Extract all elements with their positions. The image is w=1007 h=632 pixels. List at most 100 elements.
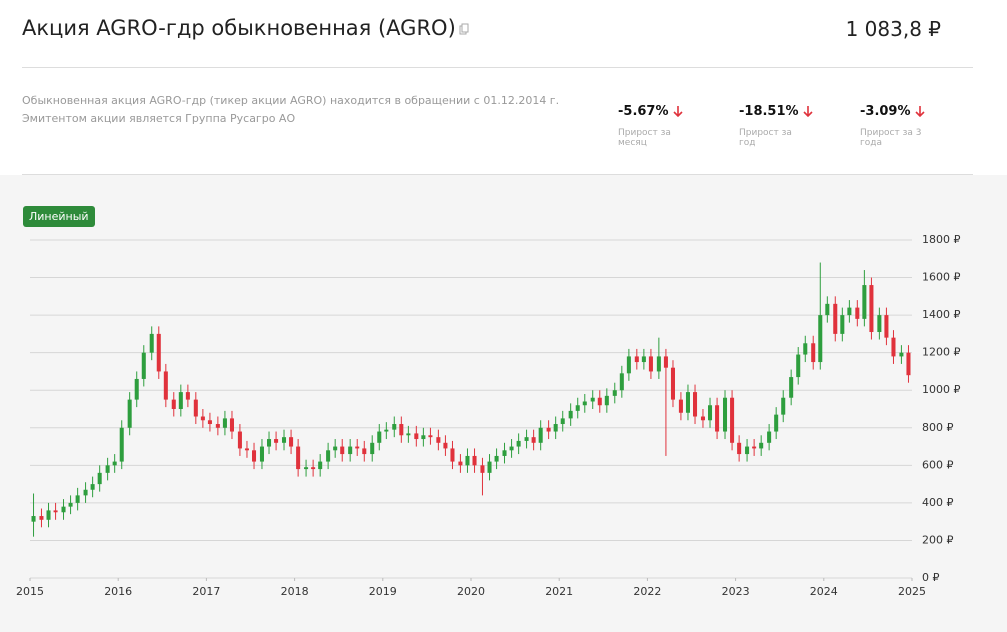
- chart-background: [0, 175, 1007, 632]
- x-tick-label: 2022: [633, 585, 661, 598]
- candle-body: [634, 356, 639, 363]
- candle-body: [575, 405, 580, 411]
- candle-body: [436, 437, 441, 443]
- candle-body: [524, 437, 529, 441]
- candle-body: [97, 472, 102, 485]
- candle-body: [229, 418, 234, 432]
- divider: [22, 174, 973, 175]
- candle-body: [906, 352, 911, 376]
- y-tick-label: 1800 ₽: [922, 233, 961, 246]
- candle-body: [31, 516, 36, 522]
- candle-body: [568, 410, 573, 419]
- description-line: Эмитентом акции является Группа Русагро …: [22, 112, 296, 125]
- candle-body: [811, 343, 816, 363]
- y-tick-label: 1600 ₽: [922, 271, 961, 284]
- stat-value: -18.51%: [739, 104, 839, 119]
- candle-body: [781, 397, 786, 415]
- divider: [22, 67, 973, 68]
- candle-body: [789, 377, 794, 398]
- candle-body: [75, 495, 80, 503]
- candle-body: [884, 315, 889, 338]
- candle-body: [259, 446, 264, 462]
- candle-body: [774, 414, 779, 432]
- candle-body: [377, 431, 382, 443]
- y-tick-label: 0 ₽: [922, 571, 940, 584]
- x-tick-label: 2017: [192, 585, 220, 598]
- candle-body: [267, 439, 272, 447]
- candle-body: [61, 506, 66, 513]
- stat-label: Прирост за 3 года: [860, 128, 922, 148]
- candle-body: [46, 510, 51, 520]
- candle-body: [759, 442, 764, 449]
- candle-body: [134, 378, 139, 400]
- candle-body: [648, 356, 653, 372]
- candle-body: [304, 467, 309, 470]
- candle-body: [326, 450, 331, 462]
- candle-body: [604, 395, 609, 406]
- candle-body: [693, 392, 698, 417]
- candle-body: [502, 450, 507, 456]
- candle-body: [39, 516, 44, 520]
- candle-body: [399, 424, 404, 436]
- candle-body: [244, 448, 249, 451]
- candle-body: [494, 455, 499, 462]
- down-arrow: [914, 106, 925, 118]
- candle-body: [149, 333, 154, 353]
- candle-body: [178, 392, 183, 409]
- candle-body: [333, 446, 338, 451]
- chart-type-button[interactable]: Линейный: [23, 206, 95, 227]
- x-tick-label: 2020: [457, 585, 485, 598]
- candle-body: [296, 446, 301, 470]
- stat-number: -18.51%: [739, 104, 799, 119]
- candle-body: [656, 356, 661, 372]
- candle-body: [582, 401, 587, 406]
- copy-icon[interactable]: [459, 23, 469, 36]
- candle-body: [516, 440, 521, 447]
- candle-body: [450, 448, 455, 462]
- candle-body: [509, 446, 514, 451]
- candle-body: [619, 373, 624, 391]
- y-tick-label: 400 ₽: [922, 496, 954, 509]
- candle-body: [796, 354, 801, 378]
- candle-body: [193, 399, 198, 417]
- chart: 0 ₽ 200 ₽ 400 ₽ 600 ₽ 800 ₽ 1000 ₽ 1200 ₽ 1400 …: [16, 233, 961, 598]
- candle-body: [112, 461, 117, 466]
- candle-body: [472, 455, 477, 466]
- x-tick-label: 2019: [369, 585, 397, 598]
- candle-body: [847, 307, 852, 316]
- candle-body: [105, 465, 110, 473]
- candle-body: [862, 285, 867, 319]
- candle-body: [899, 352, 904, 357]
- candle-body: [156, 333, 161, 372]
- candle-body: [215, 424, 220, 428]
- candle-body: [237, 431, 242, 449]
- candle-body: [685, 392, 690, 413]
- candle-body: [597, 397, 602, 406]
- candle-body: [414, 433, 419, 440]
- stat: -5.67% Прирост за месяц: [618, 104, 718, 148]
- candle-body: [818, 315, 823, 363]
- x-tick-label: 2021: [545, 585, 573, 598]
- candle-body: [252, 450, 257, 462]
- candle-body: [428, 435, 433, 438]
- candle-body: [406, 433, 411, 436]
- candle-body: [384, 429, 389, 432]
- x-tick-label: 2024: [810, 585, 838, 598]
- candle-body: [163, 371, 168, 400]
- y-tick-label: 1200 ₽: [922, 346, 961, 359]
- candle-body: [891, 337, 896, 357]
- candle-body: [855, 307, 860, 319]
- candle-body: [421, 435, 426, 440]
- candle-body: [222, 418, 227, 428]
- x-tick-label: 2015: [16, 585, 44, 598]
- candle-body: [289, 437, 294, 447]
- candle-body: [708, 405, 713, 421]
- candle-body: [68, 502, 73, 507]
- stat-value: -3.09%: [860, 104, 960, 119]
- y-tick-label: 200 ₽: [922, 533, 954, 546]
- x-tick-label: 2018: [281, 585, 309, 598]
- description-line: Обыкновенная акция AGRO-гдр (тикер акции…: [22, 94, 560, 107]
- candle-body: [737, 442, 742, 455]
- candle-body: [840, 315, 845, 334]
